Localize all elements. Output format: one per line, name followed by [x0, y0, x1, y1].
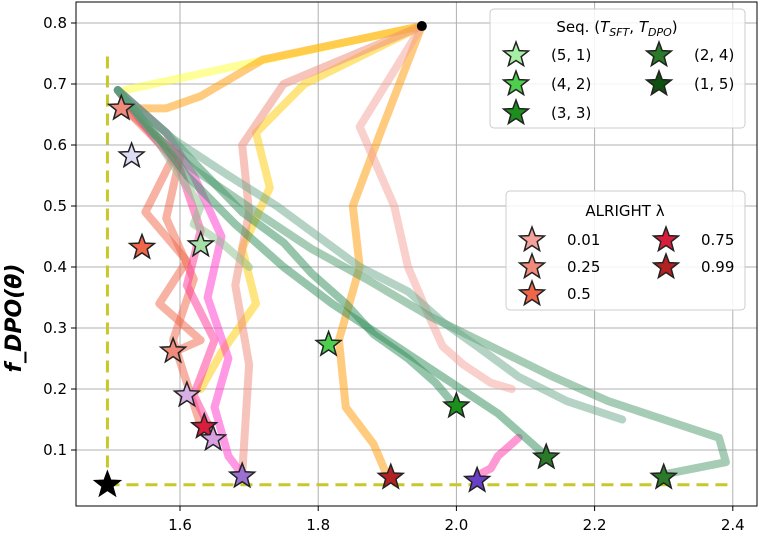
legend-sequential-title: Seq. (TSFT, TDPO)	[556, 18, 677, 39]
legend-alright: ALRIGHT λ 0.01 0.25 0.5 0.75 0.99	[505, 190, 746, 311]
result-star-marker	[314, 329, 343, 357]
result-star-marker	[531, 442, 561, 470]
legend-entry-label: (5, 1)	[551, 46, 591, 64]
result-star-marker	[186, 229, 216, 258]
result-star-marker	[189, 411, 219, 440]
axis-ticks: 1.6 1.8 2.0 2.2 2.4 0.1 0.2 0.3 0.4 0.5 0.6 0.7 0.8	[43, 14, 745, 534]
series-group	[113, 21, 730, 481]
x-tick-label: 2.2	[583, 516, 607, 534]
legend-star-marker	[501, 68, 531, 97]
y-tick-label: 0.8	[43, 14, 67, 32]
result-star-marker	[158, 336, 188, 364]
y-tick-label: 0.5	[43, 197, 67, 215]
legend-sequential-items: (5, 1) (4, 2) (3, 3) (2, 4) (1, 5)	[501, 39, 734, 126]
trajectory-line	[113, 86, 627, 424]
result-star-marker	[172, 379, 202, 408]
legend-entry-label: 0.01	[567, 231, 600, 249]
y-tick-label: 0.6	[43, 136, 67, 154]
legend-sequential-box	[489, 8, 746, 129]
legend-alright-items: 0.01 0.25 0.5 0.75 0.99	[517, 224, 734, 307]
x-tick-label: 1.8	[306, 516, 330, 534]
legend-star-marker	[651, 224, 681, 253]
marker-group	[92, 93, 679, 498]
legend-entry-label: 0.5	[567, 285, 591, 303]
result-star-marker	[227, 461, 257, 489]
trajectory-line	[473, 433, 523, 480]
legend-title-sub1: SFT	[609, 26, 630, 39]
legend-entry-label: 0.99	[701, 258, 734, 276]
legend-alright-box	[505, 190, 746, 311]
trajectory-line	[120, 22, 426, 113]
legend-title-sep: ,	[629, 18, 639, 36]
x-tick-label: 1.6	[168, 516, 192, 534]
result-star-marker	[106, 93, 136, 121]
legend-star-marker	[651, 251, 681, 280]
result-star-marker	[198, 423, 228, 452]
plot-frame	[75, 1, 758, 507]
result-star-marker	[376, 462, 406, 490]
legend-star-marker	[644, 68, 674, 97]
x-tick-label: 2.0	[444, 516, 468, 534]
y-axis-label: f_DPO(θ)	[2, 264, 27, 373]
result-star-marker	[649, 462, 679, 490]
result-star-marker	[441, 390, 471, 419]
y-tick-label: 0.7	[43, 75, 67, 93]
legend-title-t1: T	[600, 18, 611, 36]
result-star-marker	[462, 465, 492, 493]
result-star-marker	[127, 232, 157, 260]
legend-entry-label: (1, 5)	[694, 75, 734, 93]
result-star-marker	[117, 140, 147, 169]
legend-title-sub2: DPO	[648, 26, 672, 39]
legend-star-marker	[501, 97, 531, 126]
ideal-bound-lines	[105, 56, 733, 487]
legend-star-marker	[644, 39, 674, 68]
legend-entry-label: 0.25	[567, 258, 600, 276]
start-point	[416, 21, 427, 32]
trajectory-line	[113, 86, 461, 412]
legend-title-prefix: Seq. (	[556, 18, 600, 36]
legend-entry-label: (2, 4)	[694, 46, 734, 64]
legend-entry-label: 0.75	[701, 231, 734, 249]
legend-alright-title: ALRIGHT λ	[585, 202, 664, 220]
legend-sequential: Seq. (TSFT, TDPO) (5, 1)(4, 2)(3, 3)(2, …	[489, 8, 746, 129]
y-tick-label: 0.4	[43, 258, 67, 276]
ideal-point-star	[92, 469, 123, 498]
legend-star-marker	[501, 39, 531, 68]
legend-star-marker	[517, 278, 547, 307]
y-tick-label: 0.1	[43, 441, 67, 459]
legend-title-end: )	[672, 18, 678, 36]
legend-title-t2: T	[639, 18, 650, 36]
x-tick-label: 2.4	[721, 516, 745, 534]
legend-entry-label: (3, 3)	[551, 104, 591, 122]
y-tick-label: 0.2	[43, 380, 67, 398]
legend-star-marker	[517, 224, 547, 253]
legend-entry-label: (4, 2)	[551, 75, 591, 93]
y-tick-label: 0.3	[43, 319, 67, 337]
trajectory-line	[113, 86, 551, 461]
legend-star-marker	[517, 251, 547, 280]
